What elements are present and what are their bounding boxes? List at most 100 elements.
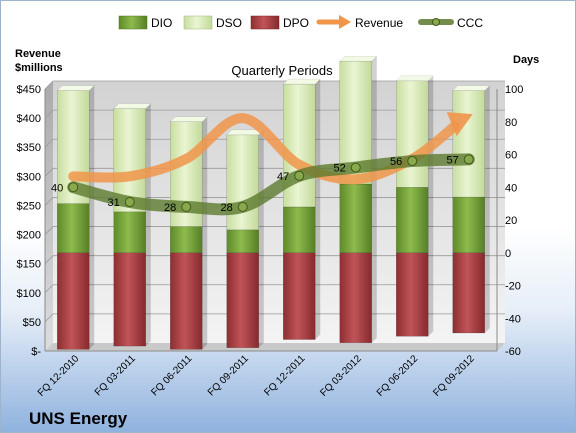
ccc-point[interactable] [237,201,248,212]
ccc-point[interactable] [181,201,192,212]
ccc-data-label: 31 [108,197,120,209]
bar-top [395,75,434,82]
legend-item-revenue[interactable]: Revenue [316,15,403,30]
gridline [44,255,54,264]
x-tick-label: FQ 06-2012 [375,353,421,399]
right-axis-title: Days [513,54,539,66]
gridline [44,168,54,177]
bar-dso[interactable] [283,83,316,208]
bar-dio[interactable] [170,226,203,254]
bar-side [145,247,151,347]
x-tick-label: FQ 03-2011 [93,353,138,398]
ccc-point[interactable] [294,170,305,181]
bar-dpo[interactable] [283,252,316,340]
ccc-data-label: 56 [390,156,402,168]
x-tick-label: FQ 06-2011 [149,353,194,398]
bar-dpo[interactable] [339,252,372,344]
bar-dso[interactable] [226,134,259,231]
legend-item-dso[interactable]: DSO [183,15,242,30]
left-tick-label: $400 [17,113,41,125]
bar-side [484,247,490,333]
legend-label-dso: DSO [216,16,242,30]
bar-dpo[interactable] [170,252,203,350]
right-tick-label: -40 [505,313,521,325]
bar-side [484,192,490,253]
bar-side [371,178,377,253]
right-axis-ticks: -60 -40 -20 0 20 40 60 80 100 [505,84,523,358]
legend-label-revenue: Revenue [355,16,403,30]
left-tick-label: $250 [17,200,41,212]
legend-item-dpo[interactable]: DPO [250,15,309,30]
bar-side [89,198,95,253]
bar-dio[interactable] [339,183,372,254]
ccc-line[interactable] [67,153,475,216]
bar-side [258,247,264,348]
bar-dio[interactable] [57,203,90,253]
bar-side [145,206,151,253]
gridline [44,284,54,294]
bar-dpo[interactable] [452,252,485,334]
x-tick-label: FQ 03-2012 [318,353,364,399]
ccc-point[interactable] [350,162,361,173]
left-tick-label: $- [31,346,41,358]
ccc-point[interactable] [68,182,79,193]
ccc-data-label: 40 [51,182,63,194]
bar-dio[interactable] [113,211,146,253]
bar-top [113,103,152,109]
bar-side [315,79,321,207]
gridline [44,80,54,90]
bar-top [56,85,95,91]
left-tick-label: $50 [23,317,41,329]
bar-top [452,85,491,91]
gridline [44,138,54,148]
right-tick-label: 0 [505,248,511,260]
gridline [44,313,54,323]
revenue-arrowhead [446,112,473,137]
right-tick-label: 40 [505,182,517,194]
bar-dpo[interactable] [57,252,90,350]
bar-side [428,182,434,253]
right-tick-label: -20 [505,281,521,293]
legend-label-dio: DIO [151,16,172,30]
bar-dpo[interactable] [113,252,146,347]
right-tick-label: -60 [505,346,521,358]
right-tick-label: 20 [505,215,517,227]
legend-item-dio[interactable]: DIO [118,15,172,30]
bar-side [371,247,377,343]
legend-item-ccc[interactable]: CCC [418,16,483,30]
gridline [44,109,54,119]
left-axis-title-line1: Revenue [15,48,61,60]
legend-label-dpo: DPO [283,16,309,30]
bar-dpo[interactable] [396,252,429,337]
ccc-point[interactable] [407,156,418,167]
right-tick-label: 100 [505,84,523,96]
right-tick-label: 60 [505,150,517,162]
ccc-data-label: 57 [447,154,459,166]
gridline [44,226,54,235]
chart-title: Quarterly Periods [231,63,333,78]
legend: DIO DSO DPO Revenue CCC [118,15,483,30]
ccc-point[interactable] [463,154,474,165]
bar-side [315,247,321,340]
bar-top [282,78,321,85]
x-axis-labels: FQ 12-2010 FQ 03-2011 FQ 06-2011 FQ 09-2011… [36,353,477,399]
bar-dio[interactable] [452,196,485,253]
x-tick-label: FQ 09-2011 [206,353,251,398]
bar-dso[interactable] [452,90,485,198]
bar-side [202,247,208,350]
ccc-data-label: 52 [334,163,346,175]
bar-dio[interactable] [283,206,316,253]
left-axis-title-line2: $millions [15,62,63,74]
x-tick-label: FQ 12-2011 [262,353,307,398]
bar-side [484,85,490,198]
ccc-point[interactable] [124,196,135,207]
bar-dso[interactable] [396,80,429,188]
bar-dio[interactable] [226,229,259,253]
bar-side [315,201,321,253]
bar-dio[interactable] [396,187,429,253]
left-tick-label: $450 [17,84,41,96]
bar-dpo[interactable] [226,252,259,348]
bar-side [428,247,434,337]
bar-top [169,116,208,122]
